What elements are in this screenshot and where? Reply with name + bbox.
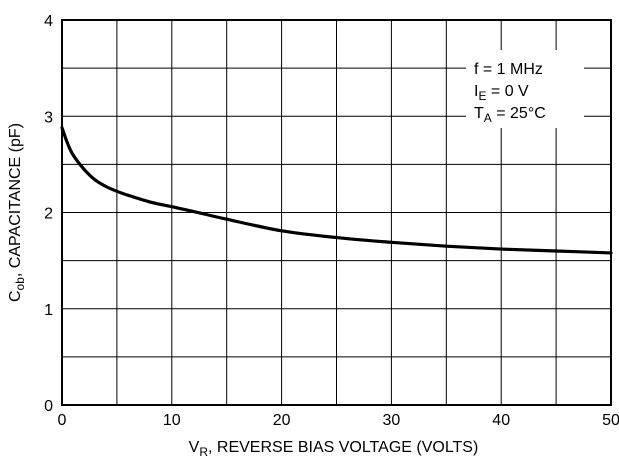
- x-tick-label: 20: [273, 412, 291, 429]
- x-tick-label: 50: [602, 412, 619, 429]
- y-axis-label-rest: , CAPACITANCE (pF): [7, 123, 24, 277]
- annotation-line: IE = 0 V: [474, 83, 529, 103]
- y-axis-label-subscript: ob: [13, 277, 27, 291]
- x-axis-label: VR, REVERSE BIAS VOLTAGE (VOLTS): [189, 439, 479, 459]
- x-tick-label: 40: [492, 412, 510, 429]
- series-line: [60, 126, 613, 255]
- y-tick-label: 0: [44, 398, 53, 415]
- y-axis-label: Cob, CAPACITANCE (pF): [7, 123, 27, 302]
- plot-frame: [61, 19, 612, 406]
- x-tick-labels: 0 10 20 30 40 50: [58, 412, 619, 429]
- x-tick-label: 10: [163, 412, 181, 429]
- x-axis-label-main: V: [189, 439, 200, 456]
- annotation-background: [466, 50, 584, 128]
- y-tick-label: 4: [44, 13, 53, 30]
- series-layer: [60, 126, 613, 255]
- x-tick-label: 30: [383, 412, 401, 429]
- x-tick-label: 0: [58, 412, 67, 429]
- annotation-box: f = 1 MHz IE = 0 VTA = 25°C: [466, 50, 584, 128]
- annotation-line: TA = 25°C: [474, 105, 546, 125]
- y-tick-label: 1: [44, 302, 53, 319]
- x-axis-label-subscript: R: [199, 445, 208, 459]
- grid-lines: [62, 20, 611, 405]
- y-tick-labels: 0 1 2 3 4: [44, 13, 53, 415]
- y-tick-label: 2: [44, 206, 53, 223]
- y-axis-label-main: C: [7, 290, 24, 302]
- y-tick-label: 3: [44, 109, 53, 126]
- x-axis-label-rest: , REVERSE BIAS VOLTAGE (VOLTS): [208, 439, 478, 456]
- annotation-line: f = 1 MHz: [474, 61, 543, 78]
